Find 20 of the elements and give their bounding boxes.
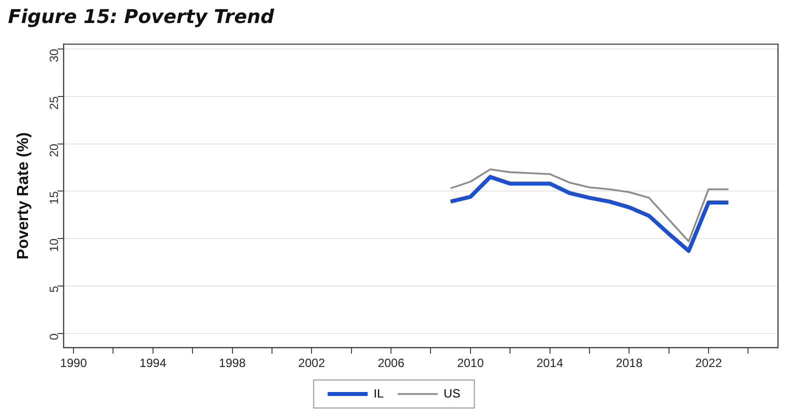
x-tick-label: 2006 <box>378 356 405 370</box>
y-tick-label: 15 <box>46 190 61 205</box>
y-tick-label: 0 <box>46 333 61 340</box>
x-tick-label: 2010 <box>457 356 484 370</box>
x-tick-label: 1994 <box>140 356 167 370</box>
y-axis-title: Poverty Rate (%) <box>15 132 32 260</box>
x-tick-label: 1990 <box>60 356 88 370</box>
y-tick-label: 10 <box>46 238 61 252</box>
y-tick-label: 20 <box>46 143 61 158</box>
chart-title: Figure 15: Poverty Trend <box>8 6 274 28</box>
y-tick-label: 30 <box>46 48 61 62</box>
legend-label: US <box>444 386 460 400</box>
y-tick-label: 25 <box>46 96 61 110</box>
x-tick-label: 2002 <box>298 356 326 370</box>
x-tick-label: 2014 <box>536 356 564 370</box>
x-tick-label: 2018 <box>616 356 643 370</box>
x-tick-label: 1998 <box>218 356 246 370</box>
legend-label: IL <box>374 386 384 400</box>
x-tick-label: 2022 <box>695 356 722 370</box>
y-tick-label: 5 <box>46 286 61 293</box>
